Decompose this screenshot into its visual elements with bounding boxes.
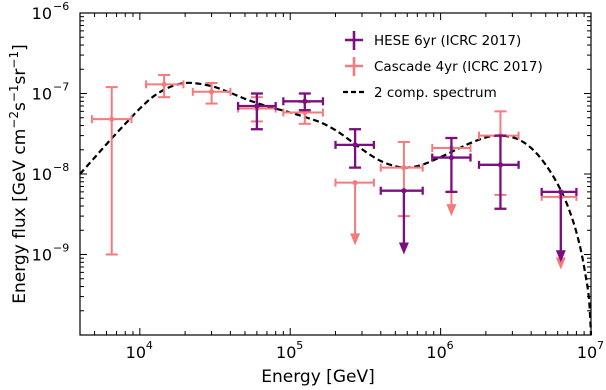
y-axis-title-part: sr (10, 69, 30, 85)
y-tick-label: 10 (32, 4, 52, 23)
x-tick-label: 10 (126, 343, 146, 362)
data-point (449, 155, 454, 160)
y-tick-label-exp: −8 (53, 161, 69, 174)
data-point (109, 117, 114, 122)
data-point (209, 89, 214, 94)
data-point (401, 188, 406, 193)
x-tick-label-exp: 5 (296, 339, 303, 352)
y-axis-title-part: Energy flux [GeV cm (10, 129, 30, 304)
y-tick-label-exp: −7 (53, 81, 69, 94)
x-tick-label: 10 (577, 343, 597, 362)
y-axis-title-part: ] (10, 44, 30, 51)
x-tick-label-exp: 4 (146, 339, 153, 352)
legend-label-hese: HESE 6yr (ICRC 2017) (374, 33, 521, 49)
x-tick-label: 10 (276, 343, 296, 362)
y-axis-title-exp: −1 (7, 84, 21, 102)
y-axis-title-part: s (10, 102, 30, 111)
data-point (498, 162, 503, 167)
data-point (302, 99, 307, 104)
data-point (558, 189, 563, 194)
data-point (162, 82, 167, 87)
x-tick-label-exp: 7 (597, 339, 604, 352)
y-tick-label-exp: −9 (53, 242, 69, 255)
y-tick-label: 10 (32, 246, 52, 265)
y-axis-title-exp: −1 (7, 51, 21, 69)
y-axis-title-exp: −2 (7, 111, 21, 129)
x-axis-title: Energy [GeV] (261, 367, 374, 387)
data-point (401, 165, 406, 170)
legend-label-cascade: Cascade 4yr (ICRC 2017) (374, 59, 543, 75)
data-point (254, 103, 259, 108)
x-tick-label-exp: 6 (447, 339, 454, 352)
data-point (353, 142, 358, 147)
y-axis-title: Energy flux [GeV cm−2s−1sr−1] (7, 44, 30, 304)
x-tick-label: 10 (426, 343, 446, 362)
data-point (353, 180, 358, 185)
legend-label-spectrum: 2 comp. spectrum (374, 85, 497, 101)
legend-entry-cascade: Cascade 4yr (ICRC 2017) (345, 57, 543, 76)
y-tick-label-exp: −6 (53, 0, 69, 13)
y-tick-label: 10 (32, 85, 52, 104)
y-tick-label: 10 (32, 165, 52, 184)
